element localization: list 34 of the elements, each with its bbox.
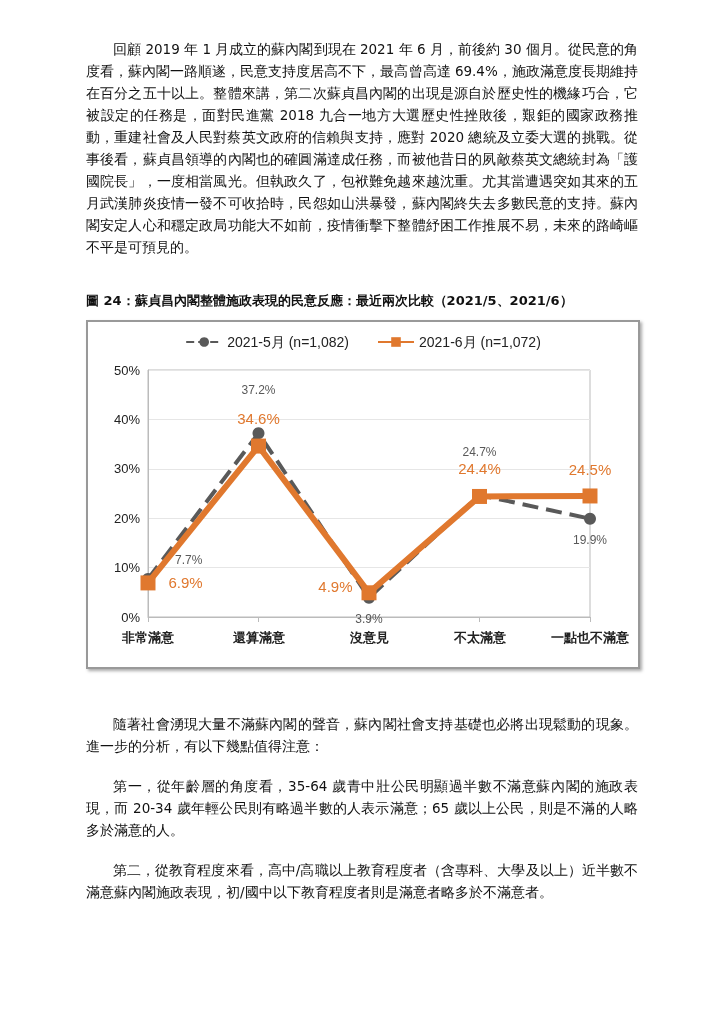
text: 第一，從年齡層的角度看，35-64 歲青中壯公民明顯過半數不滿意蘇內閣的施政表現，而 20-34 歲年輕公民則有略過半數的人表示滿意；65 歲以上公民，則是不滿的人略多於滿意的人。 bbox=[86, 777, 638, 840]
y-tick-label: 40% bbox=[113, 411, 141, 427]
x-tick-label: 還算滿意 bbox=[231, 630, 286, 645]
data-label: 24.7% bbox=[462, 444, 497, 459]
y-tick-label: 20% bbox=[113, 510, 141, 526]
data-label: 37.2% bbox=[241, 383, 276, 398]
x-tick-label: 沒意見 bbox=[348, 630, 389, 645]
point bbox=[361, 585, 377, 601]
x-tick-label: 非常滿意 bbox=[121, 630, 175, 645]
y-tick-label: 50% bbox=[113, 362, 141, 378]
data-label: 4.9% bbox=[318, 578, 353, 596]
text: 隨著社會湧現大量不滿蘇內閣的聲音，蘇內閣社會支持基礎也必將出現鬆動的現象。進一步的分析，有以下幾點值得注意： bbox=[86, 715, 638, 756]
point bbox=[140, 575, 156, 591]
data-label: 24.4% bbox=[458, 459, 501, 477]
data-label: 6.9% bbox=[168, 574, 203, 592]
x-tick-label: 不太滿意 bbox=[452, 630, 507, 645]
data-label: 24.5% bbox=[568, 461, 612, 479]
y-tick-label: 10% bbox=[113, 560, 141, 576]
point bbox=[251, 438, 266, 454]
y-tick-label: 30% bbox=[113, 461, 141, 477]
text: 回顧 2019 年 1 月成立的蘇內閣到現在 2021 年 6 月，前後約 30 個月。從民意的角度看，蘇內閣一路順遂，民意支持度居高不下，最高曾高達 69.4%，施政滿意度長期維持在百分之五十以上。整體來講，第二次蘇貞昌內閣的出現是源自於歷史性的機緣巧合，它被設定的任務是，面對民進黨 2018 九合一地方大選歷史性挫敗後，艱鉅的國家政務推動，重建社會及人民對蔡英文政府的信賴與支持，應對 2020 總統及立委大選的挑戰。從事後看，蘇貞昌領導的內閣也的確圓滿達成任務，而被他昔日的夙敵蔡英文總統封為「護國院長」，一度相當風光。但執政久了，包袱難免越來越沈重。尤其當遭遇突如其來的五月武漢肺炎疫情一發不可收拾時，民怨如山洪暴發，蘇內閣終失去多數民意的支持。蘇內閣安定人心和穩定政局功能大不如前，疫情衝擊下整體紓困工作推展不易，未來的路崎嶇不平是可預見的。 bbox=[86, 41, 638, 255]
point bbox=[252, 427, 265, 440]
x-tick-label: 一點也不滿意 bbox=[551, 630, 630, 645]
chart-title: 圖 24：蘇貞昌內閣整體施政表現的民意反應：最近兩次比較（2021/5、2021/6） bbox=[86, 292, 574, 310]
data-label: 3.9% bbox=[355, 611, 383, 626]
point bbox=[582, 488, 598, 504]
y-tick-label: 0% bbox=[121, 609, 141, 625]
legend-label: 2021-5月 (n=1,082) bbox=[227, 334, 350, 350]
legend-label: 2021-6月 (n=1,072) bbox=[419, 334, 541, 350]
data-label: 19.9% bbox=[572, 532, 608, 547]
data-label: 7.7% bbox=[175, 552, 203, 567]
data-label: 34.6% bbox=[237, 409, 280, 427]
point bbox=[584, 512, 596, 525]
text: 第二，從教育程度來看，高中/高職以上教育程度者（含專科、大學及以上）近半數不滿意蘇內閣施政表現，初/國中以下教育程度者則是滿意者略多於不滿意者。 bbox=[86, 861, 638, 902]
